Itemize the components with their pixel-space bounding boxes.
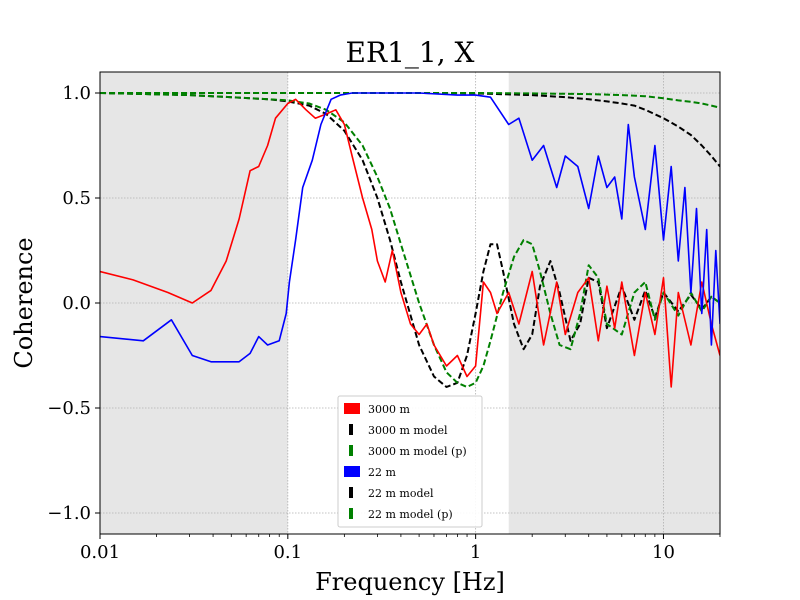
x-axis-label: Frequency [Hz] — [315, 568, 505, 596]
legend-label-2: 3000 m model (p) — [368, 445, 467, 458]
legend-swatch-4 — [349, 487, 353, 498]
legend-swatch-0 — [344, 403, 360, 414]
legend: 3000 m 3000 m model 3000 m model (p) 22 m 22… — [337, 395, 483, 528]
legend-swatch-2 — [349, 445, 353, 456]
y-tick-label-1: −0.5 — [47, 398, 91, 419]
chart-title: ER1_1, X — [346, 36, 475, 69]
y-tick-label-2: 0.0 — [62, 293, 91, 314]
legend-label-5: 22 m model (p) — [368, 508, 453, 521]
y-tick-label-4: 1.0 — [62, 83, 91, 104]
legend-swatch-5 — [349, 508, 353, 519]
series-line-0 — [100, 98, 720, 388]
legend-label-4: 22 m model — [368, 487, 434, 500]
x-tick-label-2: 1 — [470, 542, 481, 563]
x-tick-label-1: 0.1 — [273, 542, 302, 563]
y-tick-label-3: 0.5 — [62, 188, 91, 209]
x-tick-label-3: 10 — [652, 542, 675, 563]
legend-swatch-3 — [344, 466, 360, 477]
series-line-1 — [100, 92, 720, 388]
x-tick-label-0: 0.01 — [80, 542, 120, 563]
series-lines — [100, 92, 720, 388]
y-tick-label-0: −1.0 — [47, 503, 91, 524]
legend-box — [337, 395, 483, 528]
legend-label-3: 22 m — [368, 466, 396, 479]
legend-label-0: 3000 m — [368, 403, 410, 416]
series-line-3 — [100, 92, 720, 363]
legend-label-1: 3000 m model — [368, 424, 448, 437]
y-axis-label: Coherence — [10, 237, 38, 368]
legend-swatch-1 — [349, 424, 353, 435]
axis-ticks: 0.01 0.1 1 10 −1.0 −0.5 0.0 0.5 1.0 — [47, 83, 721, 563]
